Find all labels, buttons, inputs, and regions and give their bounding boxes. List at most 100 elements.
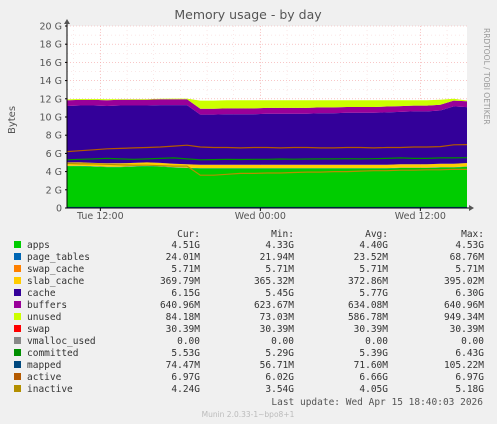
- legend-swatch-active: [14, 373, 21, 380]
- legend-value: 30.39M: [354, 324, 389, 335]
- line-inactive: [66, 162, 468, 176]
- legend-value: 5.71M: [265, 264, 294, 275]
- legend-value: 640.96M: [160, 300, 200, 311]
- legend-value: 369.79M: [160, 276, 200, 287]
- x-tick-label: Tue 12:00: [76, 211, 124, 222]
- legend-value: 365.32M: [254, 276, 294, 287]
- legend-value: 0.00: [177, 336, 200, 347]
- x-tick-label: Wed 00:00: [235, 211, 286, 222]
- legend-value: 6.30G: [455, 288, 484, 299]
- legend-value: 5.71M: [455, 264, 484, 275]
- legend-name: committed: [27, 348, 78, 359]
- legend-name: swap_cache: [27, 264, 84, 275]
- legend-value: 4.33G: [265, 240, 294, 251]
- legend-value: 634.08M: [348, 300, 388, 311]
- legend-value: 84.18M: [166, 312, 201, 323]
- legend-value: 4.40G: [359, 240, 388, 251]
- chart-title: Memory usage - by day: [174, 7, 322, 22]
- legend-name: swap: [27, 324, 50, 335]
- legend-swatch-mapped: [14, 361, 21, 368]
- legend-value: 0.00: [461, 336, 484, 347]
- legend-name: cache: [27, 288, 56, 299]
- legend-value: 5.71M: [171, 264, 200, 275]
- stacked-areas: [67, 98, 467, 208]
- legend-value: 24.01M: [166, 252, 201, 263]
- legend-value: 395.02M: [444, 276, 484, 287]
- legend-value: 5.77G: [359, 288, 388, 299]
- legend-swatch-slab-cache: [14, 277, 21, 284]
- legend-value: 21.94M: [260, 252, 295, 263]
- legend-value: 6.43G: [455, 348, 484, 359]
- legend-value: 6.97G: [171, 372, 200, 383]
- legend-value: 6.15G: [171, 288, 200, 299]
- legend-name: inactive: [27, 384, 73, 395]
- legend-value: 5.45G: [265, 288, 294, 299]
- legend-value: 5.18G: [455, 384, 484, 395]
- y-tick-label: 6 G: [46, 149, 62, 160]
- legend-value: 6.97G: [455, 372, 484, 383]
- legend-value: 74.47M: [166, 360, 201, 371]
- legend-name: buffers: [27, 300, 67, 311]
- legend-value: 4.51G: [171, 240, 200, 251]
- legend-swatch-page-tables: [14, 253, 21, 260]
- legend-swatch-swap-cache: [14, 265, 21, 272]
- legend-name: page_tables: [27, 252, 90, 263]
- legend-header: Avg:: [365, 229, 388, 240]
- x-tick-label: Wed 12:00: [395, 211, 446, 222]
- legend-value: 6.02G: [265, 372, 294, 383]
- legend-table: Cur: Min: Avg: Max: apps 4.51G 4.33G 4.40G 4.53G…: [14, 229, 484, 395]
- legend-value: 30.39M: [450, 324, 485, 335]
- legend-value: 30.39M: [260, 324, 295, 335]
- legend-swatch-inactive: [14, 385, 21, 392]
- x-axis-arrow: [469, 205, 474, 211]
- y-tick-label: 12 G: [40, 94, 62, 105]
- legend-value: 0.00: [365, 336, 388, 347]
- legend-swatch-committed: [14, 349, 21, 356]
- legend-value: 623.67M: [254, 300, 294, 311]
- legend-value: 3.54G: [265, 384, 294, 395]
- y-tick-label: 0: [56, 204, 62, 215]
- legend-name: mapped: [27, 360, 61, 371]
- legend-value: 23.52M: [354, 252, 389, 263]
- legend-value: 56.71M: [260, 360, 295, 371]
- legend-name: slab_cache: [27, 276, 84, 287]
- y-tick-labels: 0 2 G 4 G 6 G 8 G 10 G 12 G 14 G 16 G 18 G 20 G: [40, 22, 67, 215]
- legend-value: 6.66G: [359, 372, 388, 383]
- y-tick-label: 4 G: [46, 167, 62, 178]
- legend-header: Max:: [461, 229, 484, 240]
- legend-swatch-buffers: [14, 301, 21, 308]
- y-tick-label: 14 G: [40, 76, 62, 87]
- legend-swatch-apps: [14, 241, 21, 248]
- y-tick-label: 18 G: [40, 40, 62, 51]
- munin-version-footer: Munin 2.0.33-1~bpo8+1: [202, 410, 295, 419]
- legend-swatch-cache: [14, 289, 21, 296]
- line-committed: [66, 157, 468, 161]
- legend-value: 0.00: [271, 336, 294, 347]
- legend-value: 372.86M: [348, 276, 388, 287]
- legend-value: 105.22M: [444, 360, 484, 371]
- y-tick-label: 8 G: [46, 131, 62, 142]
- legend-name: vmalloc_used: [27, 336, 96, 347]
- y-axis-arrow: [64, 19, 70, 24]
- legend-swatch-unused: [14, 313, 21, 320]
- y-tick-label: 10 G: [40, 113, 62, 124]
- legend-value: 4.53G: [455, 240, 484, 251]
- legend-swatch-swap: [14, 325, 21, 332]
- legend-value: 30.39M: [166, 324, 201, 335]
- area-apps: [67, 166, 467, 208]
- legend-header: Cur:: [177, 229, 200, 240]
- legend-name: unused: [27, 312, 61, 323]
- legend-value: 4.05G: [359, 384, 388, 395]
- area-cache: [67, 105, 467, 165]
- legend-value: 71.60M: [354, 360, 389, 371]
- legend-value: 586.78M: [348, 312, 388, 323]
- legend-value: 68.76M: [450, 252, 485, 263]
- legend-value: 640.96M: [444, 300, 484, 311]
- last-update-text: Last update: Wed Apr 15 18:40:03 2026: [271, 397, 483, 408]
- y-tick-label: 16 G: [40, 58, 62, 69]
- y-tick-label: 20 G: [40, 22, 62, 33]
- area-buffers: [67, 99, 467, 115]
- legend-value: 949.34M: [444, 312, 484, 323]
- legend-value: 5.39G: [359, 348, 388, 359]
